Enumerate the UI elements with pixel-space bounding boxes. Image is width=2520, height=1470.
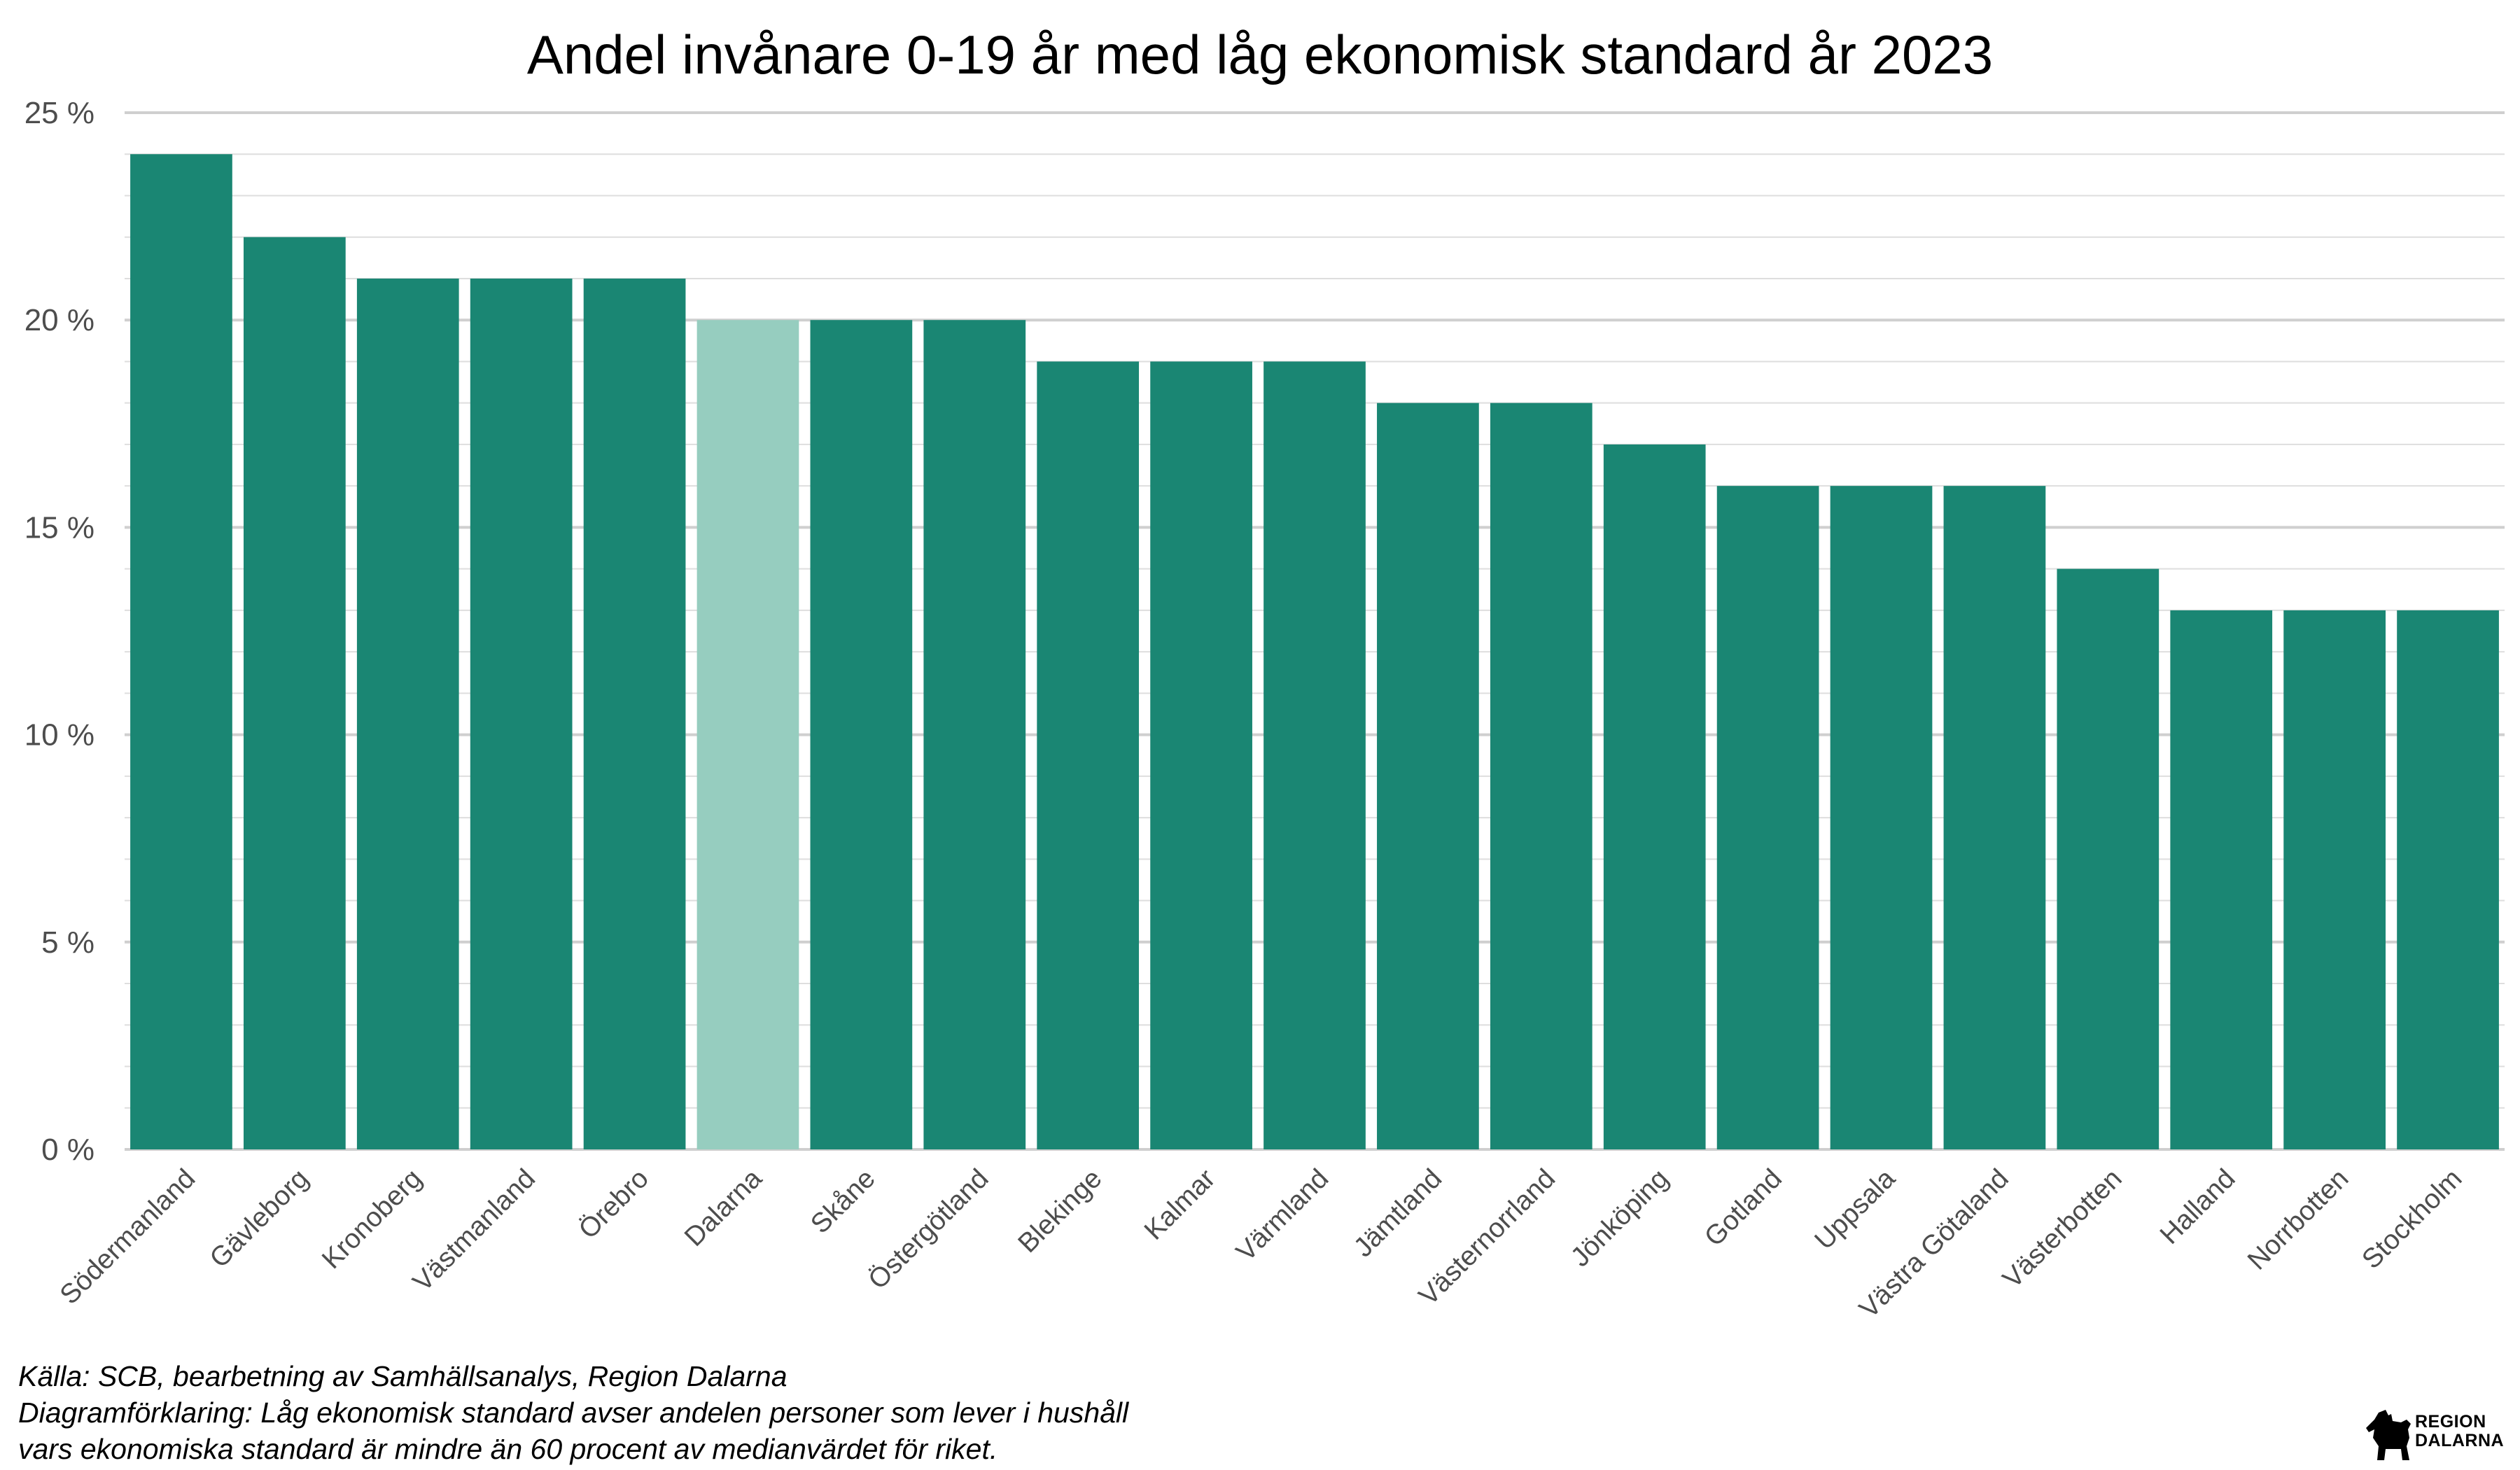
- bar-västra-götaland: [1943, 486, 2046, 1149]
- bar-stockholm: [2397, 610, 2499, 1149]
- y-tick-label: 10 %: [24, 718, 94, 752]
- x-tick-label: Skåne: [805, 1163, 881, 1240]
- bar-jämtland: [1377, 402, 1479, 1150]
- x-tick-label: Jönköping: [1565, 1163, 1674, 1273]
- x-tick-label: Värmland: [1231, 1163, 1334, 1267]
- bar-kalmar: [1150, 361, 1252, 1150]
- bar-gävleborg: [244, 237, 346, 1150]
- bar-västmanland: [470, 278, 573, 1150]
- x-tick-label: Blekinge: [1012, 1163, 1107, 1259]
- bar-dalarna: [696, 320, 799, 1150]
- bar-västernorrland: [1490, 402, 1592, 1150]
- y-tick-label: 15 %: [24, 510, 94, 545]
- explanation-line-1: Diagramförklaring: Låg ekonomisk standar…: [18, 1396, 1129, 1429]
- explanation-line-2: vars ekonomiska standard är mindre än 60…: [18, 1433, 998, 1465]
- bar-västerbotten: [2057, 568, 2160, 1149]
- x-tick-label: Dalarna: [679, 1163, 768, 1252]
- bar-blekinge: [1037, 361, 1140, 1150]
- x-tick-label: Halland: [2155, 1163, 2241, 1250]
- bar-örebro: [583, 278, 686, 1150]
- chart-footer: Källa: SCB, bearbetning av Samhällsanaly…: [18, 1358, 1128, 1467]
- bar-kronoberg: [356, 278, 459, 1150]
- x-tick-label: Kronoberg: [316, 1163, 428, 1275]
- logo-text-line1: REGION: [2415, 1412, 2486, 1432]
- bar-skåne: [810, 320, 913, 1150]
- bar-halland: [2170, 610, 2273, 1149]
- bars: [130, 154, 2499, 1150]
- x-tick-label: Gävleborg: [204, 1163, 315, 1274]
- bar-södermanland: [130, 154, 232, 1150]
- x-tick-label: Örebro: [573, 1163, 654, 1245]
- x-tick-label: Västmanland: [407, 1163, 541, 1297]
- x-tick-label: Stockholm: [2356, 1163, 2468, 1275]
- dala-horse-icon: [2366, 1410, 2411, 1460]
- x-tick-label: Västerbotten: [1997, 1163, 2128, 1294]
- bar-jönköping: [1603, 444, 1706, 1149]
- bar-östergötland: [923, 320, 1026, 1150]
- x-tick-label: Norrbotten: [2242, 1163, 2355, 1276]
- bar-norrbotten: [2283, 610, 2386, 1149]
- source-note: Källa: SCB, bearbetning av Samhällsanaly…: [18, 1360, 788, 1392]
- bar-gotland: [1716, 486, 1819, 1149]
- x-tick-label: Jämtland: [1348, 1163, 1448, 1263]
- x-tick-label: Uppsala: [1809, 1163, 1901, 1256]
- x-tick-label: Östergötland: [862, 1163, 994, 1295]
- x-axis-tick-labels: Södermanland Gävleborg KronobergVästmanlan…: [55, 1163, 2468, 1324]
- x-tick-label: Gotland: [1699, 1163, 1788, 1252]
- bar-värmland: [1264, 361, 1366, 1150]
- region-dalarna-logo: REGION DALARNA: [2365, 1406, 2519, 1469]
- bar-uppsala: [1830, 486, 1933, 1149]
- y-tick-label: 0 %: [41, 1133, 94, 1167]
- chart-title: Andel invånare 0-19 år med låg ekonomisk…: [527, 24, 1993, 85]
- y-tick-label: 5 %: [41, 925, 94, 960]
- x-tick-label: Södermanland: [55, 1163, 202, 1310]
- y-tick-label: 25 %: [24, 96, 94, 130]
- logo-text-line2: DALARNA: [2415, 1431, 2505, 1450]
- y-tick-label: 20 %: [24, 303, 94, 337]
- x-tick-label: Kalmar: [1139, 1163, 1222, 1246]
- y-axis-tick-labels: 0 % 5 % 10 % 15 % 20 % 25 %: [24, 96, 94, 1167]
